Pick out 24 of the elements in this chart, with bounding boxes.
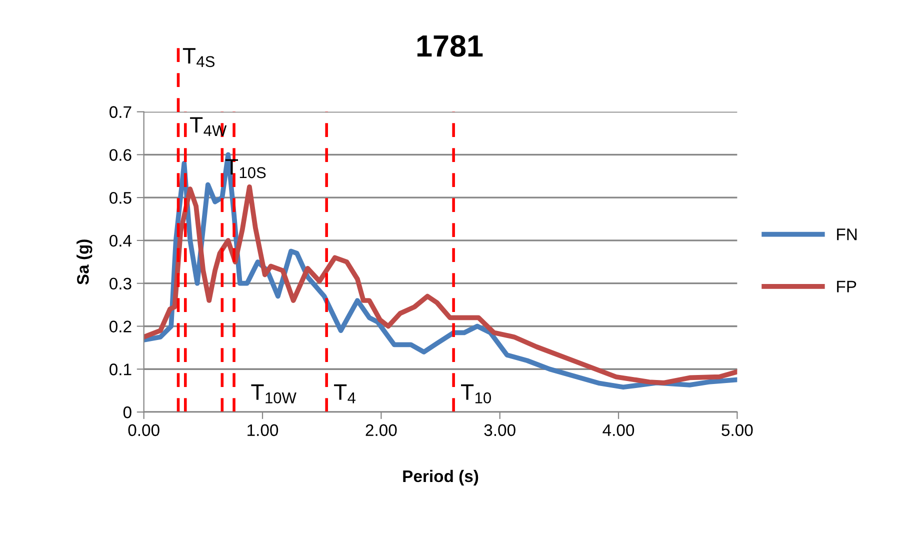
y-tick-label: 0.4 xyxy=(110,234,132,247)
x-tick-label: 1.00 xyxy=(248,424,278,436)
y-tick-label: 0.2 xyxy=(110,320,132,332)
ref-line-label: T$_{10S}$ xyxy=(225,159,266,178)
x-tick-label: 2.00 xyxy=(366,424,397,436)
x-tick-label: 0.00 xyxy=(128,424,160,436)
y-tick-label: 0.5 xyxy=(110,192,132,204)
legend-label: FN xyxy=(837,228,857,240)
ref-line-label: T$_{10W}$ xyxy=(251,384,296,404)
ref-line-label: T$_{4S}$ xyxy=(182,48,215,68)
y-tick-label: 0 xyxy=(123,406,132,418)
x-tick-label: 4.00 xyxy=(602,424,634,436)
x-axis-title: Period (s) xyxy=(403,470,478,486)
ref-line-label: T$_{10}$ xyxy=(461,384,491,404)
y-tick-label: 0.3 xyxy=(110,278,132,290)
y-tick-label: 0.6 xyxy=(110,149,132,161)
x-tick-label: 5.00 xyxy=(722,424,753,436)
y-axis-title: Sa (g) xyxy=(76,240,92,285)
y-tick-label: 0.1 xyxy=(110,364,132,376)
x-tick-label: 3.00 xyxy=(484,424,516,436)
chart-title: 1781 xyxy=(417,35,483,57)
legend-label: FP xyxy=(837,280,856,292)
ref-line-label: T$_{4}$ xyxy=(334,384,356,404)
y-tick-label: 0.7 xyxy=(110,106,132,118)
